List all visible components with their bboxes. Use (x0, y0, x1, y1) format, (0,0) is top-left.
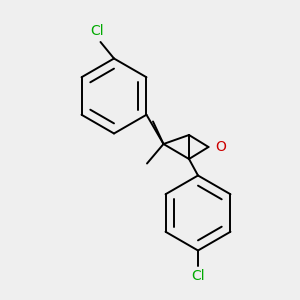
Text: Cl: Cl (91, 24, 104, 38)
Text: O: O (215, 140, 226, 154)
Text: Cl: Cl (191, 269, 205, 283)
